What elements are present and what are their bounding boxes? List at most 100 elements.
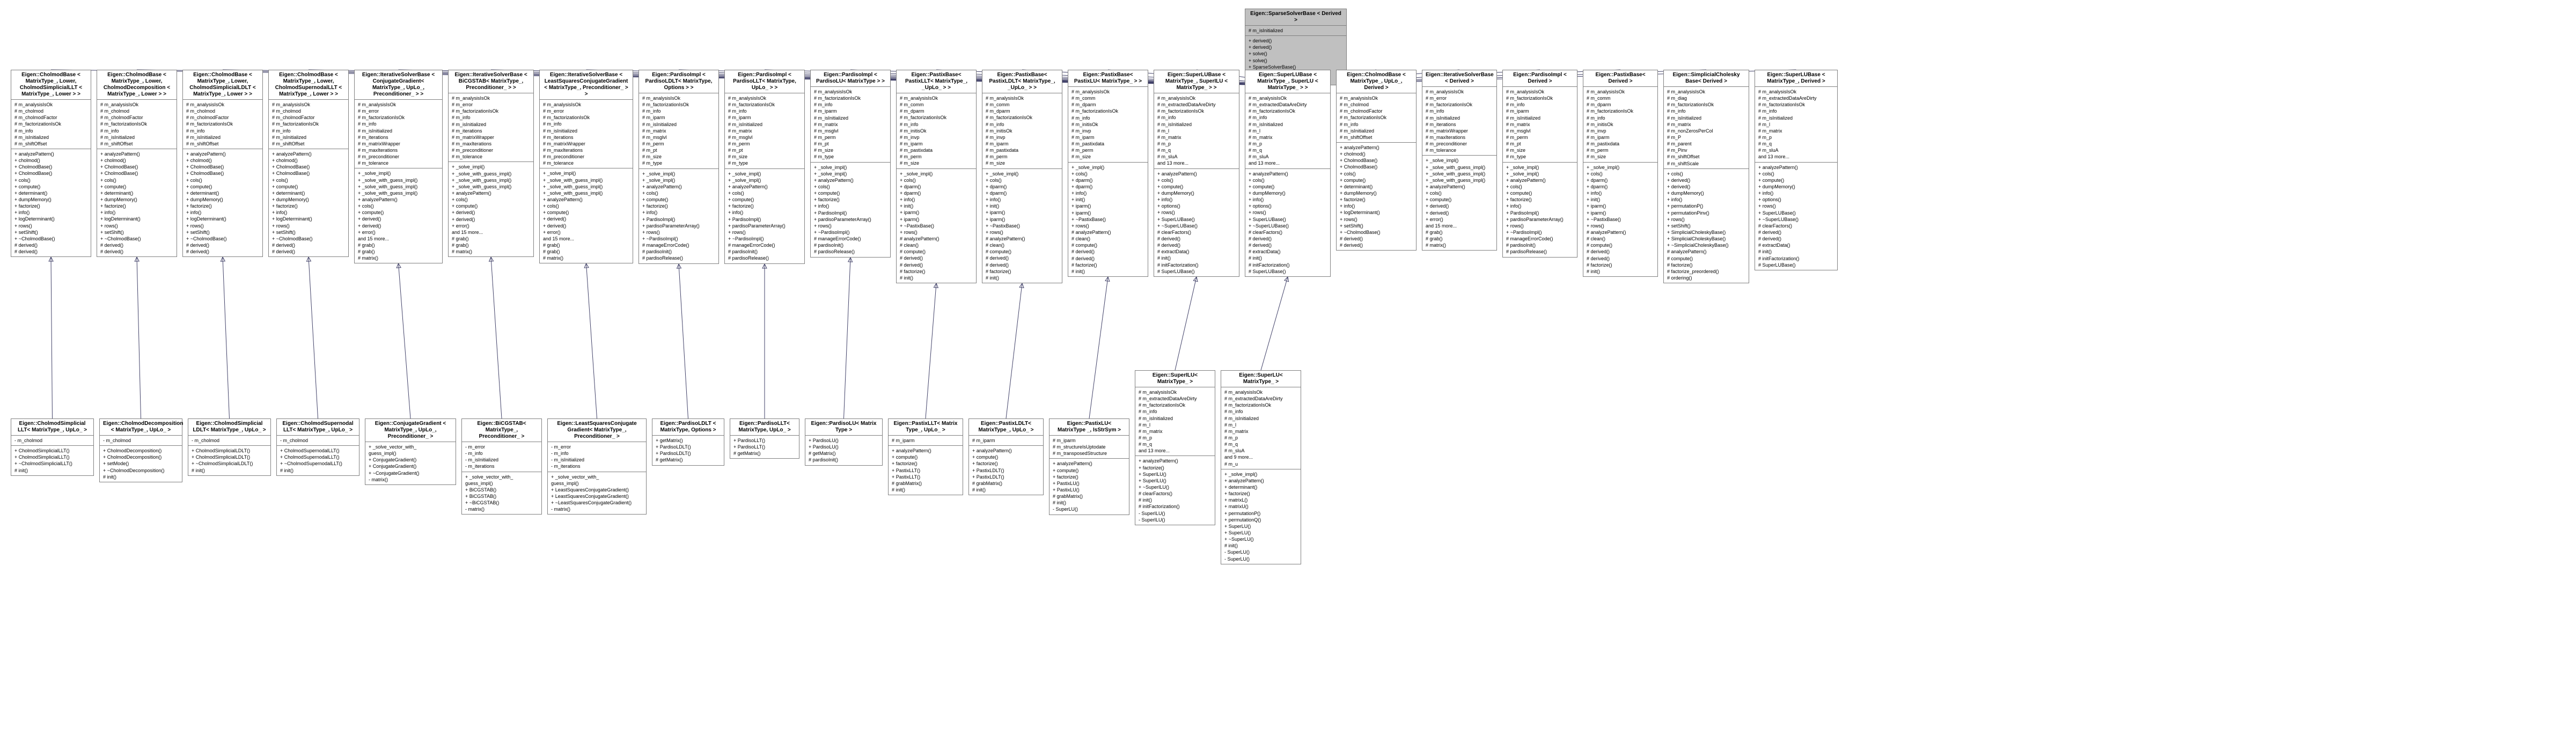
class-methods: + _solve_impl() + cols() + dparm() + dpa… xyxy=(1583,163,1657,276)
class-box-iterCG: Eigen::IterativeSolverBase < ConjugateGr… xyxy=(354,70,443,263)
class-box-pastixDerived: Eigen::PastixBase< Derived ># m_analysis… xyxy=(1583,70,1658,277)
class-methods: + analyzePattern() + compute() + factori… xyxy=(889,446,963,495)
class-attributes: # m_iparm xyxy=(889,436,963,446)
class-attributes: # m_analysisIsOk # m_cholmod # m_cholmod… xyxy=(1337,93,1416,143)
class-title: Eigen::PardisoLDLT < MatrixType, Options… xyxy=(652,419,724,436)
class-box-paLDLT: Eigen::PastixLDLT< MatrixType_, UpLo_ >#… xyxy=(968,418,1044,495)
class-attributes: - m_cholmod xyxy=(188,436,270,446)
class-methods: + analyzePattern() + cholmod() + Cholmod… xyxy=(1337,143,1416,250)
class-attributes: # m_analysisIsOk # m_error # m_factoriza… xyxy=(540,100,633,168)
class-methods: + PardisoLLT() + PardisoLLT() # getMatri… xyxy=(730,436,799,458)
class-title: Eigen::IterativeSolverBase < LeastSquare… xyxy=(540,70,633,100)
class-box-sLU: Eigen::SuperLU< MatrixType_ ># m_analysi… xyxy=(1221,370,1301,564)
class-title: Eigen::SimplicialCholesky Base< Derived … xyxy=(1664,70,1749,87)
class-methods: + CholmodSimplicialLLT() + CholmodSimpli… xyxy=(11,446,93,475)
class-attributes: # m_analysisIsOk # m_comm # m_dparm # m_… xyxy=(1583,87,1657,163)
class-box-iterBICG: Eigen::IterativeSolverBase < BiCGSTAB< M… xyxy=(448,70,534,257)
class-box-cholmodBaseDecomp: Eigen::CholmodBase < MatrixType_, Lower,… xyxy=(97,70,177,257)
class-title: Eigen::BiCGSTAB< MatrixType_, Preconditi… xyxy=(462,419,541,442)
class-title: Eigen::PastixBase< PastixLDLT< MatrixTyp… xyxy=(982,70,1062,93)
class-box-superLU: Eigen::SuperLUBase < MatrixType_, SuperL… xyxy=(1245,70,1331,277)
class-attributes: # m_analysisIsOk # m_comm # m_dparm # m_… xyxy=(1068,87,1148,163)
class-methods: + _solve_impl() + _solve_impl() + analyz… xyxy=(811,163,890,257)
class-title: Eigen::CholmodBase < MatrixType_, Lower,… xyxy=(269,70,348,100)
class-attributes: - m_cholmod xyxy=(100,436,182,446)
class-methods: + _solve_impl() + cols() + dparm() + dpa… xyxy=(982,169,1062,283)
class-methods: + _solve_impl() + _solve_with_guess_impl… xyxy=(449,162,533,256)
class-methods: + CholmodSupernodalLLT() + CholmodSupern… xyxy=(277,446,359,475)
class-box-cholmodBaseSLDLT: Eigen::CholmodBase < MatrixType_, Lower,… xyxy=(182,70,263,257)
class-methods: + _solve_vector_with_ guess_impl() + Lea… xyxy=(548,472,646,515)
class-methods: + CholmodSimplicialLDLT() + CholmodSimpl… xyxy=(188,446,270,475)
class-methods: + analyzePattern() + cols() + compute() … xyxy=(1755,163,1837,270)
class-attributes: - m_error - m_info - m_isInitialized - m… xyxy=(548,442,646,472)
class-box-superILU: Eigen::SuperLUBase < MatrixType_, SuperI… xyxy=(1154,70,1239,277)
class-methods: + PardisoLU() + PardisoLU() # getMatrix(… xyxy=(805,436,882,465)
class-box-cholmodBaseUpLo: Eigen::CholmodBase < MatrixType_, UpLo_,… xyxy=(1336,70,1417,251)
class-title: Eigen::CholmodSimplicial LDLT< MatrixTyp… xyxy=(188,419,270,436)
class-attributes: # m_iparm xyxy=(969,436,1043,446)
class-attributes: # m_analysisIsOk # m_extractedDataAreDir… xyxy=(1135,387,1215,456)
class-title: Eigen::ConjugateGradient < MatrixType_, … xyxy=(365,419,456,442)
class-methods: + _solve_impl() + _solve_impl() + analyz… xyxy=(725,169,804,263)
class-title: Eigen::PardisoImpl < PardisoLU< MatrixTy… xyxy=(811,70,890,87)
class-methods: + analyzePattern() + cholmod() + Cholmod… xyxy=(183,149,262,256)
class-methods: + analyzePattern() + cholmod() + Cholmod… xyxy=(269,149,348,256)
class-box-lscg: Eigen::LeastSquaresConjugate Gradient< M… xyxy=(547,418,647,515)
class-box-conjGrad: Eigen::ConjugateGradient < MatrixType_, … xyxy=(365,418,456,485)
class-attributes: # m_analysisIsOk # m_cholmod # m_cholmod… xyxy=(269,100,348,149)
class-title: Eigen::SuperLUBase < MatrixType_, SuperI… xyxy=(1154,70,1239,93)
class-title: Eigen::SuperLUBase < MatrixType_, SuperL… xyxy=(1245,70,1330,93)
class-box-simpCholesky: Eigen::SimplicialCholesky Base< Derived … xyxy=(1663,70,1749,283)
class-box-pardisoDerived: Eigen::PardisoImpl < Derived ># m_analys… xyxy=(1502,70,1577,258)
class-methods: + getMatrix() + PardisoLDLT() + PardisoL… xyxy=(652,436,724,465)
class-box-pardisoLU: Eigen::PardisoImpl < PardisoLU< MatrixTy… xyxy=(810,70,891,258)
class-attributes: # m_analysisIsOk # m_error # m_factoriza… xyxy=(449,93,533,162)
class-attributes: # m_analysisIsOk # m_extractedDataAreDir… xyxy=(1221,387,1301,469)
class-attributes: # m_analysisIsOk # m_factorizationIsOk #… xyxy=(1503,87,1577,163)
class-methods: + _solve_impl() + cols() + dparm() + dpa… xyxy=(897,169,976,283)
class-attributes: # m_analysisIsOk # m_factorizationIsOk #… xyxy=(639,93,718,169)
class-attributes: # m_analysisIsOk # m_cholmod # m_cholmod… xyxy=(183,100,262,149)
class-methods: + _solve_impl() + _solve_with_guess_impl… xyxy=(1422,156,1496,250)
class-box-cholmodBaseSuper: Eigen::CholmodBase < MatrixType_, Lower,… xyxy=(268,70,349,257)
class-methods: + _solve_vector_with_ guess_impl() + Con… xyxy=(365,442,456,484)
class-methods: + analyzePattern() + cols() + compute() … xyxy=(1154,169,1239,276)
class-box-paLLT: Eigen::PastixLLT< Matrix Type_, UpLo_ >#… xyxy=(888,418,963,495)
class-title: Eigen::CholmodBase < MatrixType_, Lower,… xyxy=(183,70,262,100)
class-title: Eigen::SuperLUBase < MatrixType_, Derive… xyxy=(1755,70,1837,87)
class-box-paLU: Eigen::PastixLU< MatrixType _, IsStrSym … xyxy=(1049,418,1129,515)
class-methods: + CholmodDecomposition() + CholmodDecomp… xyxy=(100,446,182,482)
class-methods: + _solve_vector_with_ guess_impl() + BiC… xyxy=(462,472,541,515)
class-title: Eigen::LeastSquaresConjugate Gradient< M… xyxy=(548,419,646,442)
class-attributes: # m_isInitialized xyxy=(1245,26,1346,36)
class-attributes: # m_analysisIsOk # m_factorizationIsOk #… xyxy=(811,87,890,163)
class-title: Eigen::PardisoImpl < Derived > xyxy=(1503,70,1577,87)
class-box-sILU: Eigen::SuperILU< MatrixType_ ># m_analys… xyxy=(1135,370,1215,525)
class-attributes: # m_analysisIsOk # m_diag # m_factorizat… xyxy=(1664,87,1749,169)
class-box-pastixLU: Eigen::PastixBase< PastixLU< MatrixType_… xyxy=(1068,70,1148,277)
class-box-iterLSCG: Eigen::IterativeSolverBase < LeastSquare… xyxy=(539,70,633,263)
class-attributes: # m_analysisIsOk # m_cholmod # m_cholmod… xyxy=(97,100,177,149)
class-title: Eigen::SparseSolverBase < Derived > xyxy=(1245,9,1346,26)
class-attributes: - m_cholmod xyxy=(11,436,93,446)
class-title: Eigen::CholmodSupernodal LLT< MatrixType… xyxy=(277,419,359,436)
class-title: Eigen::SuperLU< MatrixType_ > xyxy=(1221,371,1301,387)
class-title: Eigen::CholmodDecomposition < MatrixType… xyxy=(100,419,182,436)
class-title: Eigen::IterativeSolverBase < Derived > xyxy=(1422,70,1496,87)
class-attributes: - m_error - m_info - m_isInitialized - m… xyxy=(462,442,541,472)
class-box-pLU: Eigen::PardisoLU< Matrix Type >+ Pardiso… xyxy=(805,418,883,466)
class-methods: + analyzePattern() + compute() + factori… xyxy=(1050,459,1129,514)
class-attributes: # m_analysisIsOk # m_cholmod # m_cholmod… xyxy=(11,100,91,149)
class-box-pastixLDLT: Eigen::PastixBase< PastixLDLT< MatrixTyp… xyxy=(982,70,1062,283)
uml-diagram: Eigen::SparseSolverBase < Derived ># m_i… xyxy=(5,5,2576,737)
class-title: Eigen::IterativeSolverBase < BiCGSTAB< M… xyxy=(449,70,533,93)
class-attributes: # m_analysisIsOk # m_error # m_factoriza… xyxy=(355,100,442,168)
class-box-superDerived: Eigen::SuperLUBase < MatrixType_, Derive… xyxy=(1755,70,1838,270)
class-box-cholmodBaseSLLT: Eigen::CholmodBase < MatrixType_, Lower,… xyxy=(11,70,91,257)
class-attributes: # m_analysisIsOk # m_extractedDataAreDir… xyxy=(1755,87,1837,163)
class-methods: + cols() + derived() + derived() + dumpM… xyxy=(1664,169,1749,283)
class-title: Eigen::CholmodSimplicial LLT< MatrixType… xyxy=(11,419,93,436)
class-box-csLLT: Eigen::CholmodSimplicial LLT< MatrixType… xyxy=(11,418,94,476)
class-attributes: - m_cholmod xyxy=(277,436,359,446)
